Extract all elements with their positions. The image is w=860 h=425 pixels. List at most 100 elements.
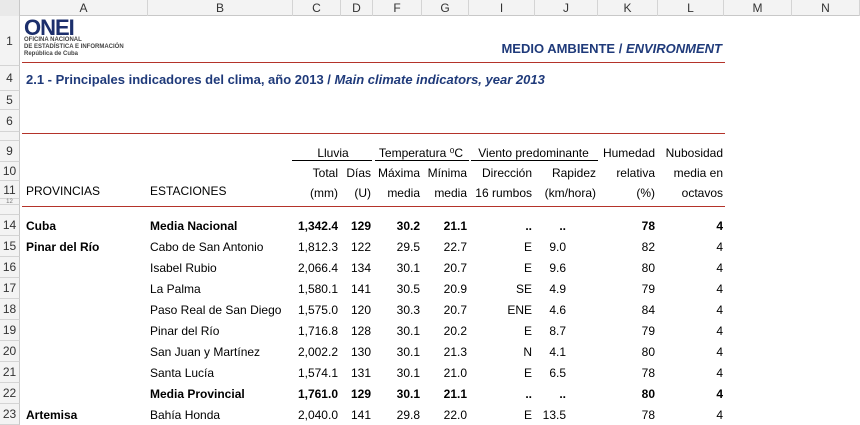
cell-est[interactable]: Media Nacional [150, 219, 238, 233]
cell-nub[interactable]: 4 [716, 387, 723, 401]
row-header-17[interactable]: 17 [0, 278, 20, 299]
cell-hum[interactable]: 79 [641, 282, 655, 296]
cell-max[interactable]: 30.3 [396, 303, 420, 317]
cell-nub[interactable]: 4 [716, 282, 723, 296]
row-header-19[interactable]: 19 [0, 320, 20, 341]
cell-nub[interactable]: 4 [716, 219, 723, 233]
cell-hum[interactable]: 80 [641, 261, 655, 275]
cell-nub[interactable]: 4 [716, 366, 723, 380]
cell-total[interactable]: 2,066.4 [297, 261, 338, 275]
cell-nub[interactable]: 4 [716, 324, 723, 338]
cell-max[interactable]: 30.1 [396, 324, 420, 338]
cell-rap[interactable]: 4.6 [549, 303, 566, 317]
cell-rap[interactable]: 4.1 [549, 345, 566, 359]
cell-dir[interactable]: SE [515, 282, 532, 296]
cell-prov[interactable]: Artemisa [26, 408, 78, 422]
select-all-corner[interactable] [0, 0, 20, 16]
cell-hum[interactable]: 80 [641, 387, 655, 401]
cell-dir[interactable]: E [523, 240, 532, 254]
column-header-j[interactable]: J [535, 0, 598, 16]
cell-rap[interactable]: .. [559, 219, 566, 233]
cell-max[interactable]: 30.1 [396, 387, 420, 401]
cell-rap[interactable]: 4.9 [549, 282, 566, 296]
row-header-16[interactable]: 16 [0, 257, 20, 278]
cell-rap[interactable]: 13.5 [542, 408, 566, 422]
cell-total[interactable]: 1,761.0 [297, 387, 338, 401]
cell-est[interactable]: Cabo de San Antonio [150, 240, 264, 254]
row-header-15[interactable]: 15 [0, 236, 20, 257]
cell-rap[interactable]: 9.6 [549, 261, 566, 275]
row-header-5[interactable]: 5 [0, 91, 20, 110]
cell-dir[interactable]: E [523, 261, 532, 275]
cell-nub[interactable]: 4 [716, 303, 723, 317]
cell-hum[interactable]: 80 [641, 345, 655, 359]
column-header-b[interactable]: B [148, 0, 293, 16]
cell-max[interactable]: 29.5 [396, 240, 420, 254]
cell-dir[interactable]: E [523, 324, 532, 338]
cell-max[interactable]: 29.8 [396, 408, 420, 422]
column-header-l[interactable]: L [658, 0, 724, 16]
column-header-g[interactable]: G [422, 0, 469, 16]
row-header-12[interactable]: 12 [0, 199, 20, 205]
cell-total[interactable]: 2,002.2 [297, 345, 338, 359]
cell-min[interactable]: 21.0 [443, 366, 467, 380]
cell-min[interactable]: 22.7 [443, 240, 467, 254]
cell-dias[interactable]: 128 [350, 324, 371, 338]
cell-dias[interactable]: 120 [350, 303, 371, 317]
cell-rap[interactable]: 9.0 [549, 240, 566, 254]
cell-rap[interactable]: 6.5 [549, 366, 566, 380]
cell-max[interactable]: 30.1 [396, 261, 420, 275]
column-header-c[interactable]: C [293, 0, 341, 16]
cell-min[interactable]: 21.3 [443, 345, 467, 359]
cell-rap[interactable]: .. [559, 387, 566, 401]
cell-est[interactable]: Paso Real de San Diego [150, 303, 282, 317]
cell-prov[interactable]: Pinar del Río [26, 240, 100, 254]
column-header-k[interactable]: K [598, 0, 658, 16]
cell-total[interactable]: 1,342.4 [297, 219, 338, 233]
cell-dir[interactable]: .. [525, 219, 532, 233]
cell-est[interactable]: Isabel Rubio [150, 261, 217, 275]
cell-dir[interactable]: ENE [507, 303, 532, 317]
cell-max[interactable]: 30.5 [396, 282, 420, 296]
cell-total[interactable]: 1,580.1 [297, 282, 338, 296]
cell-min[interactable]: 20.7 [443, 261, 467, 275]
row-header-6[interactable]: 6 [0, 110, 20, 132]
cell-hum[interactable]: 78 [641, 219, 655, 233]
cell-total[interactable]: 1,575.0 [297, 303, 338, 317]
cell-est[interactable]: La Palma [150, 282, 201, 296]
cell-dias[interactable]: 130 [350, 345, 371, 359]
row-header-18[interactable]: 18 [0, 299, 20, 320]
row-header-1[interactable]: 1 [0, 16, 20, 66]
cell-hum[interactable]: 82 [641, 240, 655, 254]
cell-dir[interactable]: .. [525, 387, 532, 401]
cell-total[interactable]: 2,040.0 [297, 408, 338, 422]
cell-est[interactable]: Santa Lucía [150, 366, 215, 380]
cell-nub[interactable]: 4 [716, 408, 723, 422]
row-header-22[interactable]: 22 [0, 383, 20, 404]
cell-rap[interactable]: 8.7 [549, 324, 566, 338]
column-header-i[interactable]: I [469, 0, 535, 16]
cell-est[interactable]: Media Provincial [150, 387, 245, 401]
cell-est[interactable]: San Juan y Martínez [150, 345, 261, 359]
cell-est[interactable]: Pinar del Río [150, 324, 220, 338]
cell-dias[interactable]: 141 [350, 408, 371, 422]
row-header-4[interactable]: 4 [0, 66, 20, 91]
row-header-21[interactable]: 21 [0, 362, 20, 383]
cell-nub[interactable]: 4 [716, 261, 723, 275]
cell-max[interactable]: 30.2 [396, 219, 420, 233]
cell-min[interactable]: 21.1 [443, 387, 467, 401]
cell-nub[interactable]: 4 [716, 345, 723, 359]
cell-total[interactable]: 1,574.1 [297, 366, 338, 380]
cell-total[interactable]: 1,716.8 [297, 324, 338, 338]
column-header-n[interactable]: N [792, 0, 860, 16]
row-header-9[interactable]: 9 [0, 141, 20, 162]
cell-prov[interactable]: Cuba [26, 219, 56, 233]
cell-dias[interactable]: 134 [350, 261, 371, 275]
cell-min[interactable]: 20.9 [443, 282, 467, 296]
column-header-m[interactable]: M [724, 0, 792, 16]
cell-dias[interactable]: 129 [350, 219, 371, 233]
cell-dir[interactable]: E [523, 408, 532, 422]
cell-min[interactable]: 21.1 [443, 219, 467, 233]
cell-min[interactable]: 20.7 [443, 303, 467, 317]
cell-dias[interactable]: 122 [350, 240, 371, 254]
